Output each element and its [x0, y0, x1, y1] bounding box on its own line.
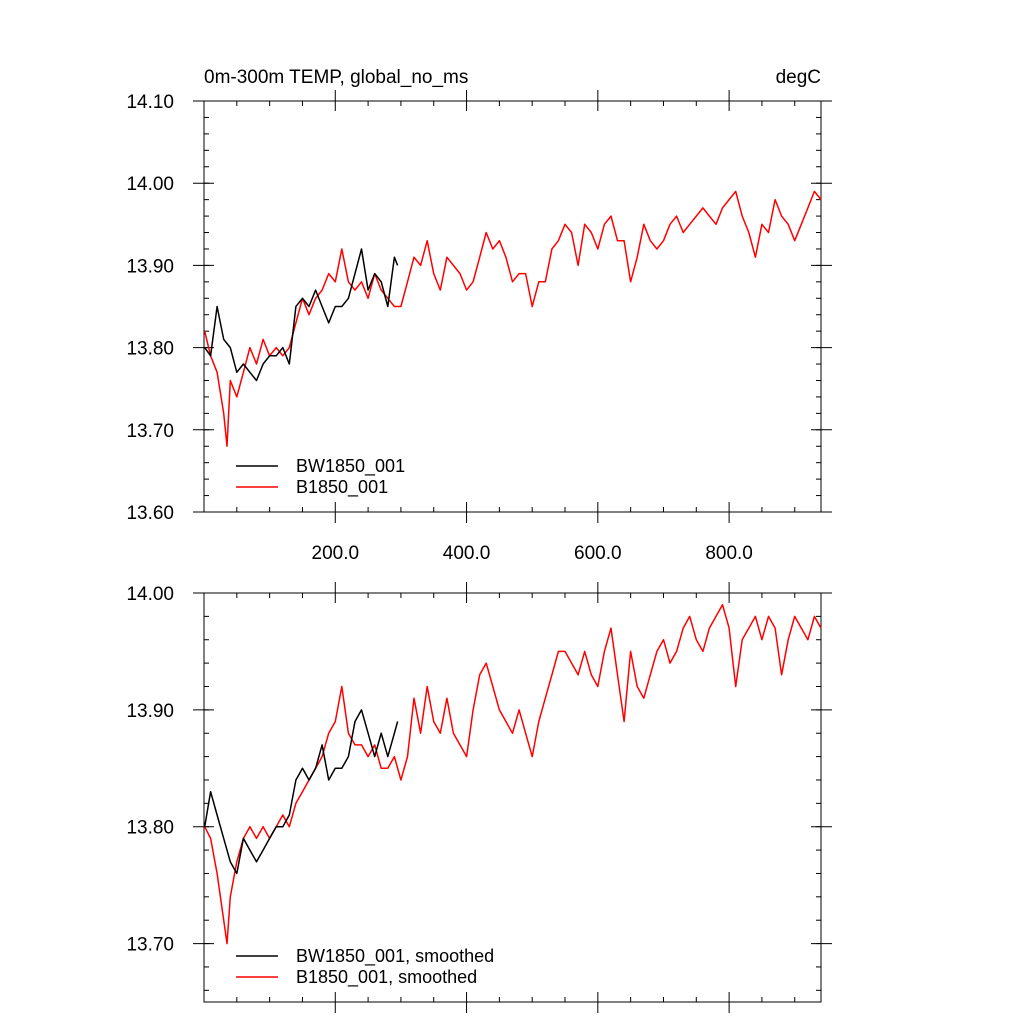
series-line-b1850-001 — [203, 190, 822, 447]
y-tick-label: 13.70 — [126, 935, 174, 956]
units-label: degC — [776, 67, 821, 88]
series-line-b1850-001-smoothed — [204, 603, 822, 945]
y-tick-label: 13.80 — [126, 818, 174, 839]
x-tick-label: 600.0 — [574, 543, 622, 564]
legend-label: B1850_001 — [296, 477, 388, 498]
plot-frame — [203, 592, 822, 1003]
x-tick-label: 200.0 — [312, 543, 360, 564]
x-tick-label: 400.0 — [443, 543, 491, 564]
y-tick-label: 13.90 — [126, 256, 174, 277]
legend-label: B1850_001, smoothed — [296, 967, 477, 988]
y-tick-label: 14.10 — [126, 92, 174, 113]
bottom-panel: 13.70 13.80 13.90 14.00 BW1850_001, smoothed… — [126, 582, 832, 1013]
y-tick-label: 13.90 — [126, 701, 174, 722]
y-tick-label: 13.80 — [126, 339, 174, 360]
x-tick-label: 800.0 — [705, 543, 753, 564]
series-line-bw1850-001 — [204, 248, 399, 382]
legend-label: BW1850_001, smoothed — [296, 946, 494, 967]
series-line-bw1850-001-smoothed — [203, 709, 399, 875]
y-tick-label: 14.00 — [126, 174, 174, 195]
plot-frame — [203, 100, 822, 513]
chart-title: 0m-300m TEMP, global_no_ms — [204, 67, 468, 88]
legend-label: BW1850_001 — [296, 456, 405, 477]
y-tick-label: 14.00 — [126, 584, 174, 605]
top-panel: 13.60 13.70 13.80 13.90 14.00 14.10 200.0 400.0… — [126, 90, 832, 564]
y-tick-label: 13.70 — [126, 421, 174, 442]
y-tick-label: 13.60 — [126, 503, 174, 524]
